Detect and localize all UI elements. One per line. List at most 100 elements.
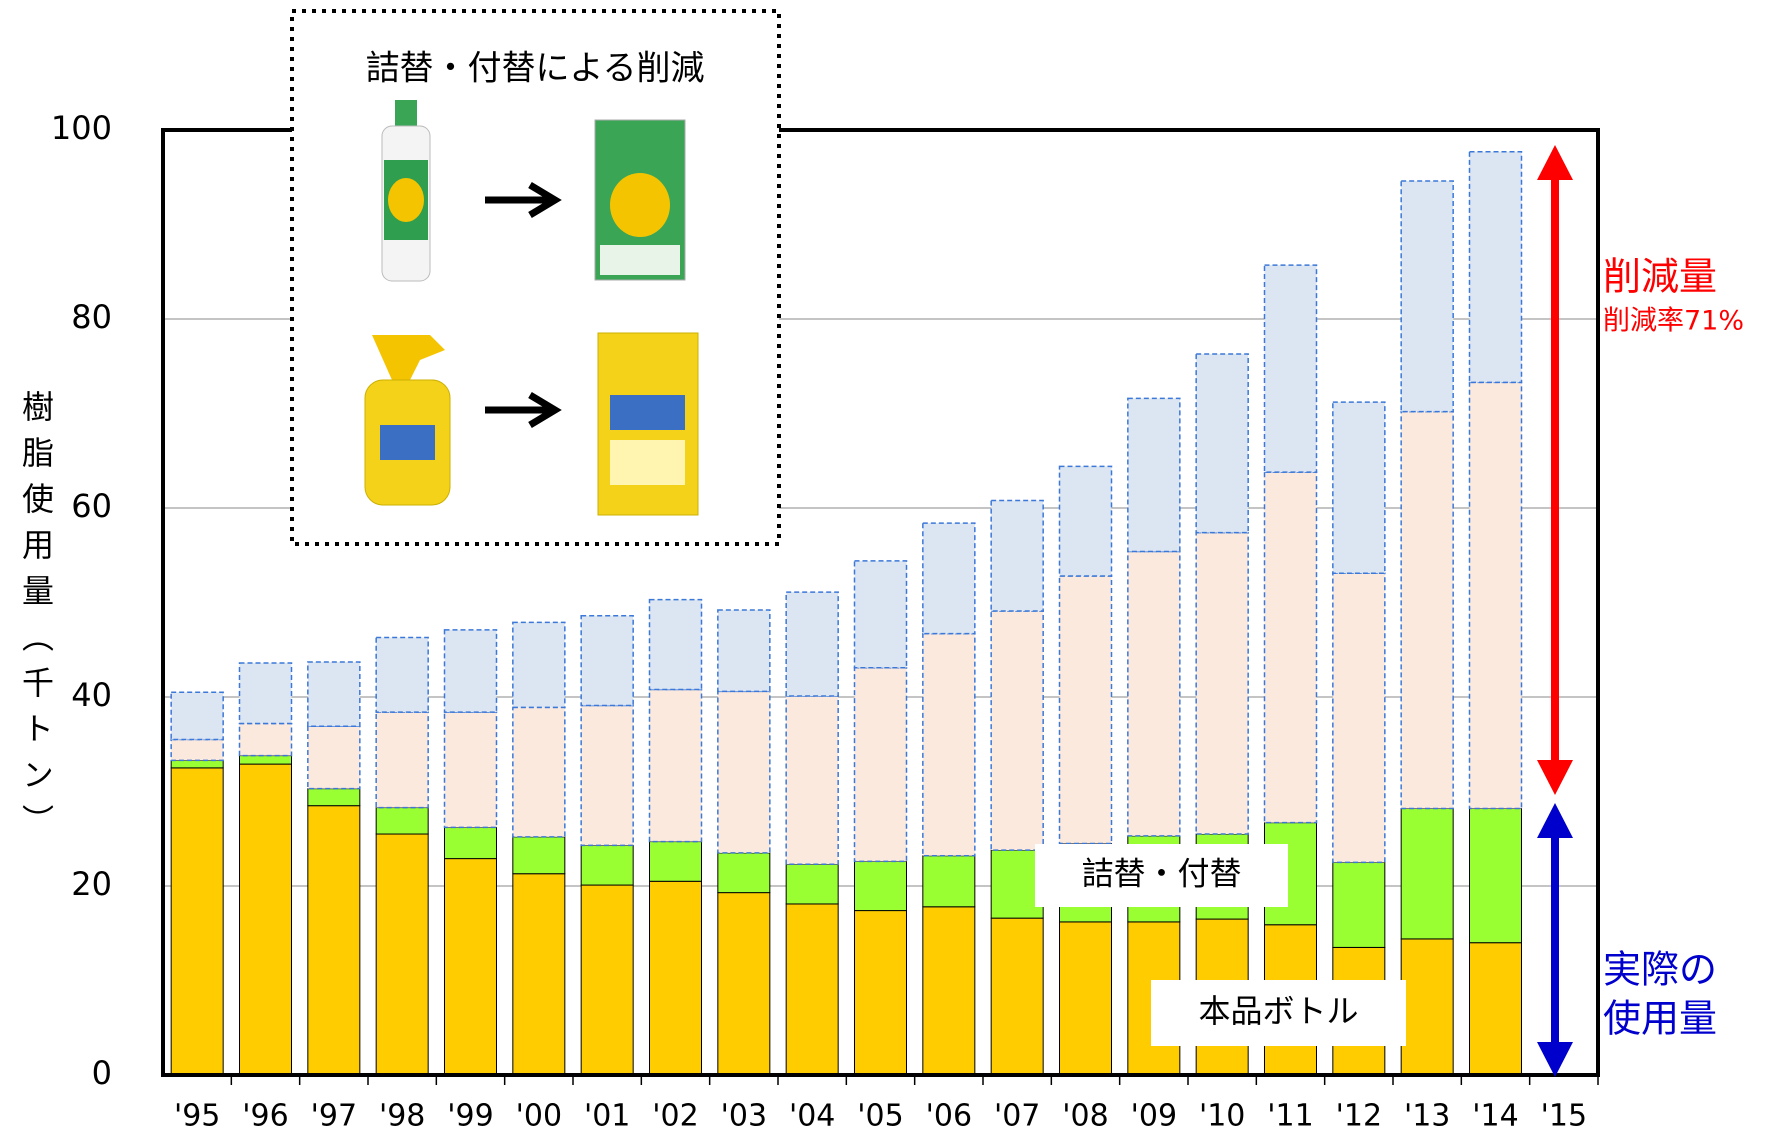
y-tick-label: 20 <box>71 865 112 903</box>
bar-segment <box>990 499 1044 612</box>
actual-label: 使用量 <box>1603 997 1717 1041</box>
bar-segment <box>170 767 224 1076</box>
x-tick-label: '11 <box>1267 1099 1313 1131</box>
bar-segment <box>922 906 976 1076</box>
bar-segment <box>717 609 771 693</box>
bar-segment <box>649 880 702 1076</box>
bar-segment <box>239 755 292 765</box>
bar-segment <box>717 852 771 894</box>
bar-segment <box>1058 465 1113 577</box>
bar-segment <box>922 522 976 635</box>
bar-segment <box>512 873 566 1076</box>
bar-segment <box>580 844 634 886</box>
bar-segment <box>1263 264 1318 473</box>
bar-segment <box>1400 808 1454 940</box>
x-tick-label: '95 <box>174 1099 220 1131</box>
arrow <box>485 391 562 429</box>
bar-segment <box>1195 353 1249 534</box>
x-tick-label: '04 <box>789 1099 835 1131</box>
bar-segment <box>854 910 907 1076</box>
bar-segment <box>170 759 224 769</box>
bar-segment <box>785 695 839 866</box>
x-tick-label: '10 <box>1199 1099 1245 1131</box>
x-tick-label: '08 <box>1062 1099 1108 1131</box>
bar-segment <box>1127 550 1181 837</box>
bar-segment <box>1469 942 1522 1076</box>
bar-segment <box>238 662 293 725</box>
y-tick-label: 0 <box>92 1054 112 1092</box>
x-tick-label: '99 <box>447 1099 493 1131</box>
reduction-label: 削減量 <box>1603 255 1717 299</box>
bar-segment <box>1400 938 1454 1076</box>
bar-segment <box>580 614 634 707</box>
bar-segment <box>649 841 702 882</box>
bar-segment <box>648 598 703 691</box>
bar-segment <box>990 917 1044 1076</box>
x-tick-label: '00 <box>516 1099 562 1131</box>
actual-label: 実際の <box>1603 948 1717 992</box>
bar-segment <box>1332 572 1386 864</box>
series-label: 本品ボトル <box>1198 992 1358 1030</box>
bar-segment <box>1127 397 1181 553</box>
bar-segment <box>307 661 361 728</box>
bar-segment <box>853 666 908 863</box>
label-box <box>1151 980 1406 1046</box>
inset-title: 詰替・付替による削減 <box>366 49 705 89</box>
annotations: 削減量 削減率71% 実際の 使用量 <box>1537 145 1744 1077</box>
pouch-green <box>594 119 686 281</box>
bar-segment <box>785 591 839 697</box>
bar-segment <box>170 691 224 741</box>
bar-segment <box>990 610 1044 851</box>
bar-segment <box>854 860 907 912</box>
bar-segment <box>375 711 429 809</box>
arrow <box>485 181 562 219</box>
bar-segment <box>580 884 634 1076</box>
y-tick-label: 80 <box>71 298 112 336</box>
bar-segment <box>512 836 566 875</box>
x-tick-label: '02 <box>652 1099 698 1131</box>
bar-segment <box>1400 180 1454 413</box>
bar-segment <box>717 690 771 854</box>
bar-segment <box>648 688 703 843</box>
bar-segment <box>444 826 497 860</box>
inset: 詰替・付替による削減 <box>290 9 781 546</box>
bar-segment <box>307 788 361 807</box>
x-tick-label: '07 <box>994 1099 1040 1131</box>
bottle-green <box>381 100 431 282</box>
label-box <box>1035 844 1288 907</box>
bar-segment <box>238 722 293 757</box>
x-tick-label: '09 <box>1131 1099 1177 1131</box>
bar-segment <box>1058 575 1113 845</box>
y-tick-label: 60 <box>71 487 112 525</box>
x-tick-label: '01 <box>584 1099 630 1131</box>
x-tick-label: '14 <box>1472 1099 1518 1131</box>
series-label: 詰替・付替 <box>1081 855 1241 893</box>
bar-segment <box>443 711 498 829</box>
bar-segment <box>239 763 292 1076</box>
x-tick-label: '98 <box>379 1099 425 1131</box>
x-tick-label: '06 <box>926 1099 972 1131</box>
bar-segment <box>1263 471 1318 824</box>
bar-segment <box>170 738 224 762</box>
reduction-rate: 削減率71% <box>1603 306 1744 337</box>
bar-segment <box>1332 861 1386 948</box>
x-tick-label: '12 <box>1336 1099 1382 1131</box>
y-tick-label: 40 <box>71 676 112 714</box>
bar-segment <box>1195 531 1249 835</box>
x-tick-label: '13 <box>1404 1099 1450 1131</box>
bar-segment <box>580 704 634 847</box>
bar-segment <box>375 807 429 835</box>
bar-segment <box>785 903 839 1076</box>
bar-segment <box>375 833 429 1076</box>
x-tick-label: '97 <box>311 1099 357 1131</box>
bar-segment <box>1059 921 1112 1076</box>
plot-frame <box>161 128 1600 1077</box>
bar-segment <box>375 636 429 713</box>
bar-segment <box>307 725 361 790</box>
bar-segment <box>1468 381 1523 810</box>
bar-segment <box>1469 808 1522 944</box>
bar-segment <box>922 632 976 857</box>
bar-segment <box>512 621 566 709</box>
bar-segment <box>443 629 498 713</box>
